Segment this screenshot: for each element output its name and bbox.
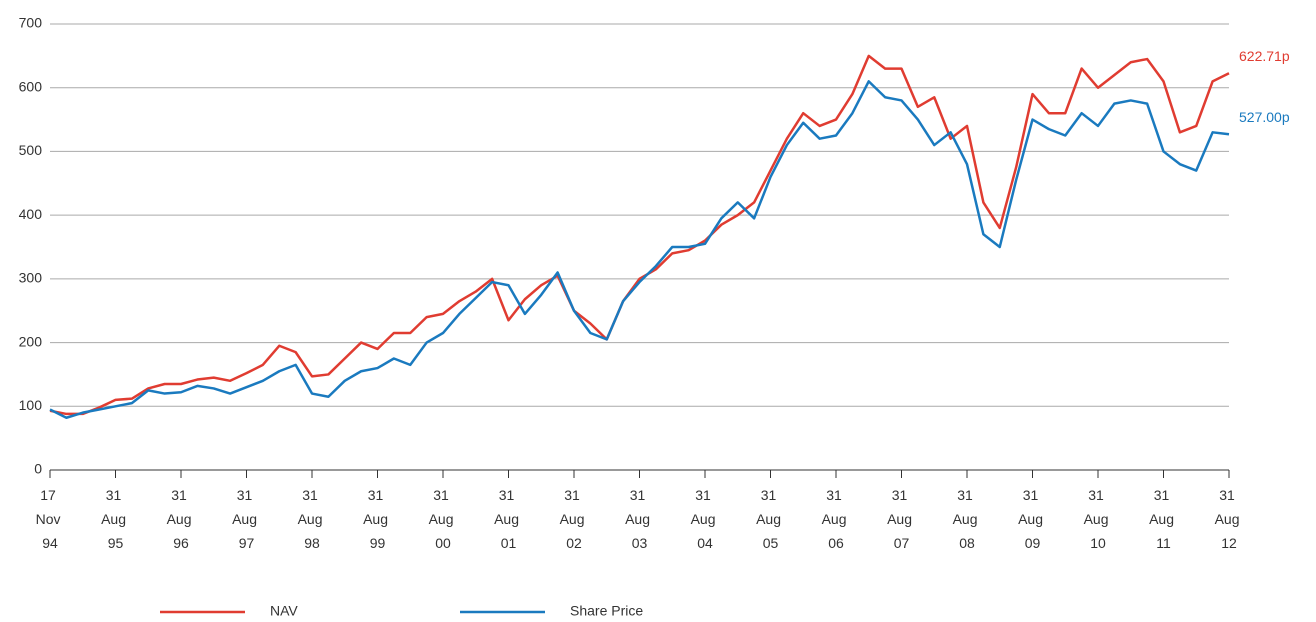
x-tick-label: 31 Aug 12 (1215, 487, 1244, 551)
y-tick-label: 0 (34, 461, 42, 477)
x-tick-label: 31 Aug 06 (822, 487, 851, 551)
y-tick-label: 100 (19, 397, 43, 413)
x-tick-label: 31 Aug 01 (494, 487, 523, 551)
x-tick-label: 31 Aug 04 (691, 487, 720, 551)
x-tick-label: 31 Aug 09 (1018, 487, 1047, 551)
line (49, 54, 1230, 416)
x-tick-label: 31 Aug 00 (429, 487, 458, 551)
legend-label: NAV (270, 603, 298, 619)
y-tick-label: 500 (19, 142, 43, 158)
y-tick-label: 300 (19, 270, 43, 286)
x-tick-label: 31 Aug 07 (887, 487, 916, 551)
x-tick-label: 31 Aug 08 (953, 487, 982, 551)
x-tick-label: 17 Nov 94 (36, 487, 65, 551)
line (49, 80, 1230, 419)
legend-label: Share Price (570, 603, 643, 619)
x-tick-label: 31 Aug 97 (232, 487, 261, 551)
x-tick-label: 31 Aug 99 (363, 487, 392, 551)
x-tick-label: 31 Aug 95 (101, 487, 130, 551)
value-label: 527.00p (1239, 109, 1290, 125)
x-tick-label: 31 Aug 11 (1149, 487, 1178, 551)
x-tick-label: 31 Aug 98 (298, 487, 327, 551)
y-tick-label: 600 (19, 78, 43, 94)
x-tick-label: 31 Aug 05 (756, 487, 785, 551)
x-tick-label: 31 Aug 96 (167, 487, 196, 551)
y-tick-label: 700 (19, 15, 43, 31)
x-tick-label: 31 Aug 03 (625, 487, 654, 551)
value-label: 622.71p (1239, 48, 1290, 64)
x-tick-label: 31 Aug 10 (1084, 487, 1113, 551)
y-tick-label: 200 (19, 333, 43, 349)
y-tick-label: 400 (19, 206, 43, 222)
x-tick-label: 31 Aug 02 (560, 487, 589, 551)
